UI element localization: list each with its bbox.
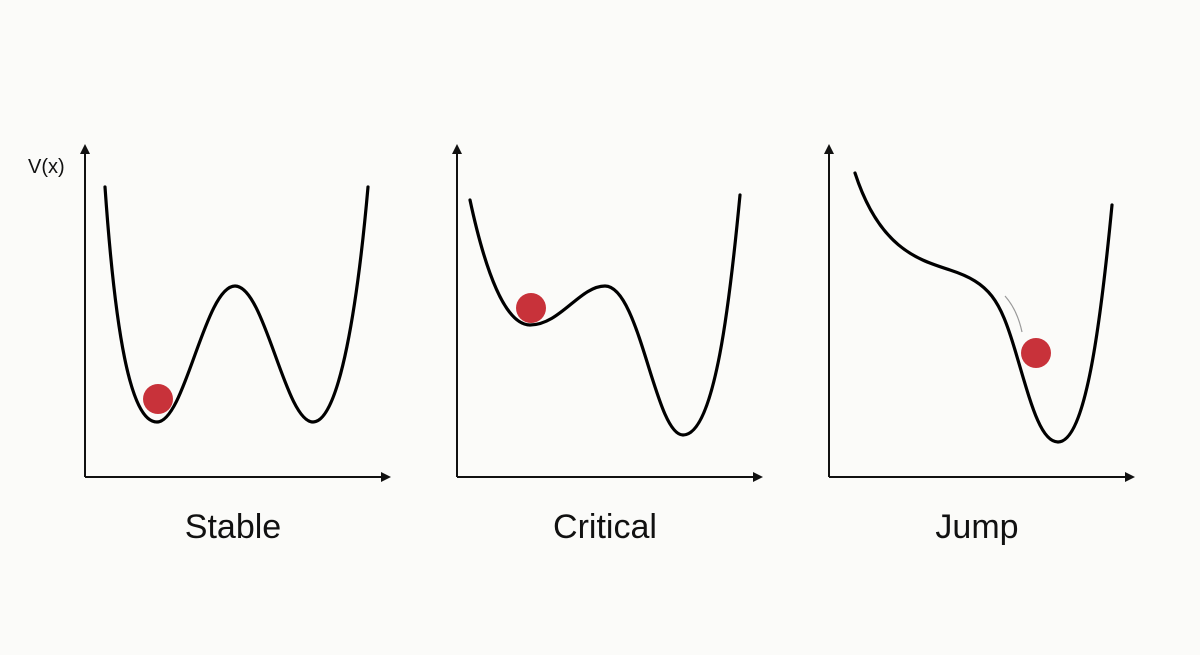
potential-curve bbox=[468, 193, 742, 437]
panel-label: Jump bbox=[935, 508, 1018, 546]
ball bbox=[143, 384, 173, 414]
ball bbox=[516, 293, 546, 323]
panel-stable: Stable bbox=[80, 144, 391, 546]
panel-label: Critical bbox=[553, 508, 657, 546]
panel-critical: Critical bbox=[452, 144, 763, 546]
axis-label: V(x) bbox=[28, 156, 65, 178]
potential-curve bbox=[853, 171, 1114, 444]
panel-label: Stable bbox=[185, 508, 281, 546]
potential-curve bbox=[103, 185, 370, 424]
panel-jump: Jump bbox=[824, 144, 1135, 546]
motion-trail bbox=[1004, 295, 1023, 333]
ball bbox=[1021, 338, 1051, 368]
